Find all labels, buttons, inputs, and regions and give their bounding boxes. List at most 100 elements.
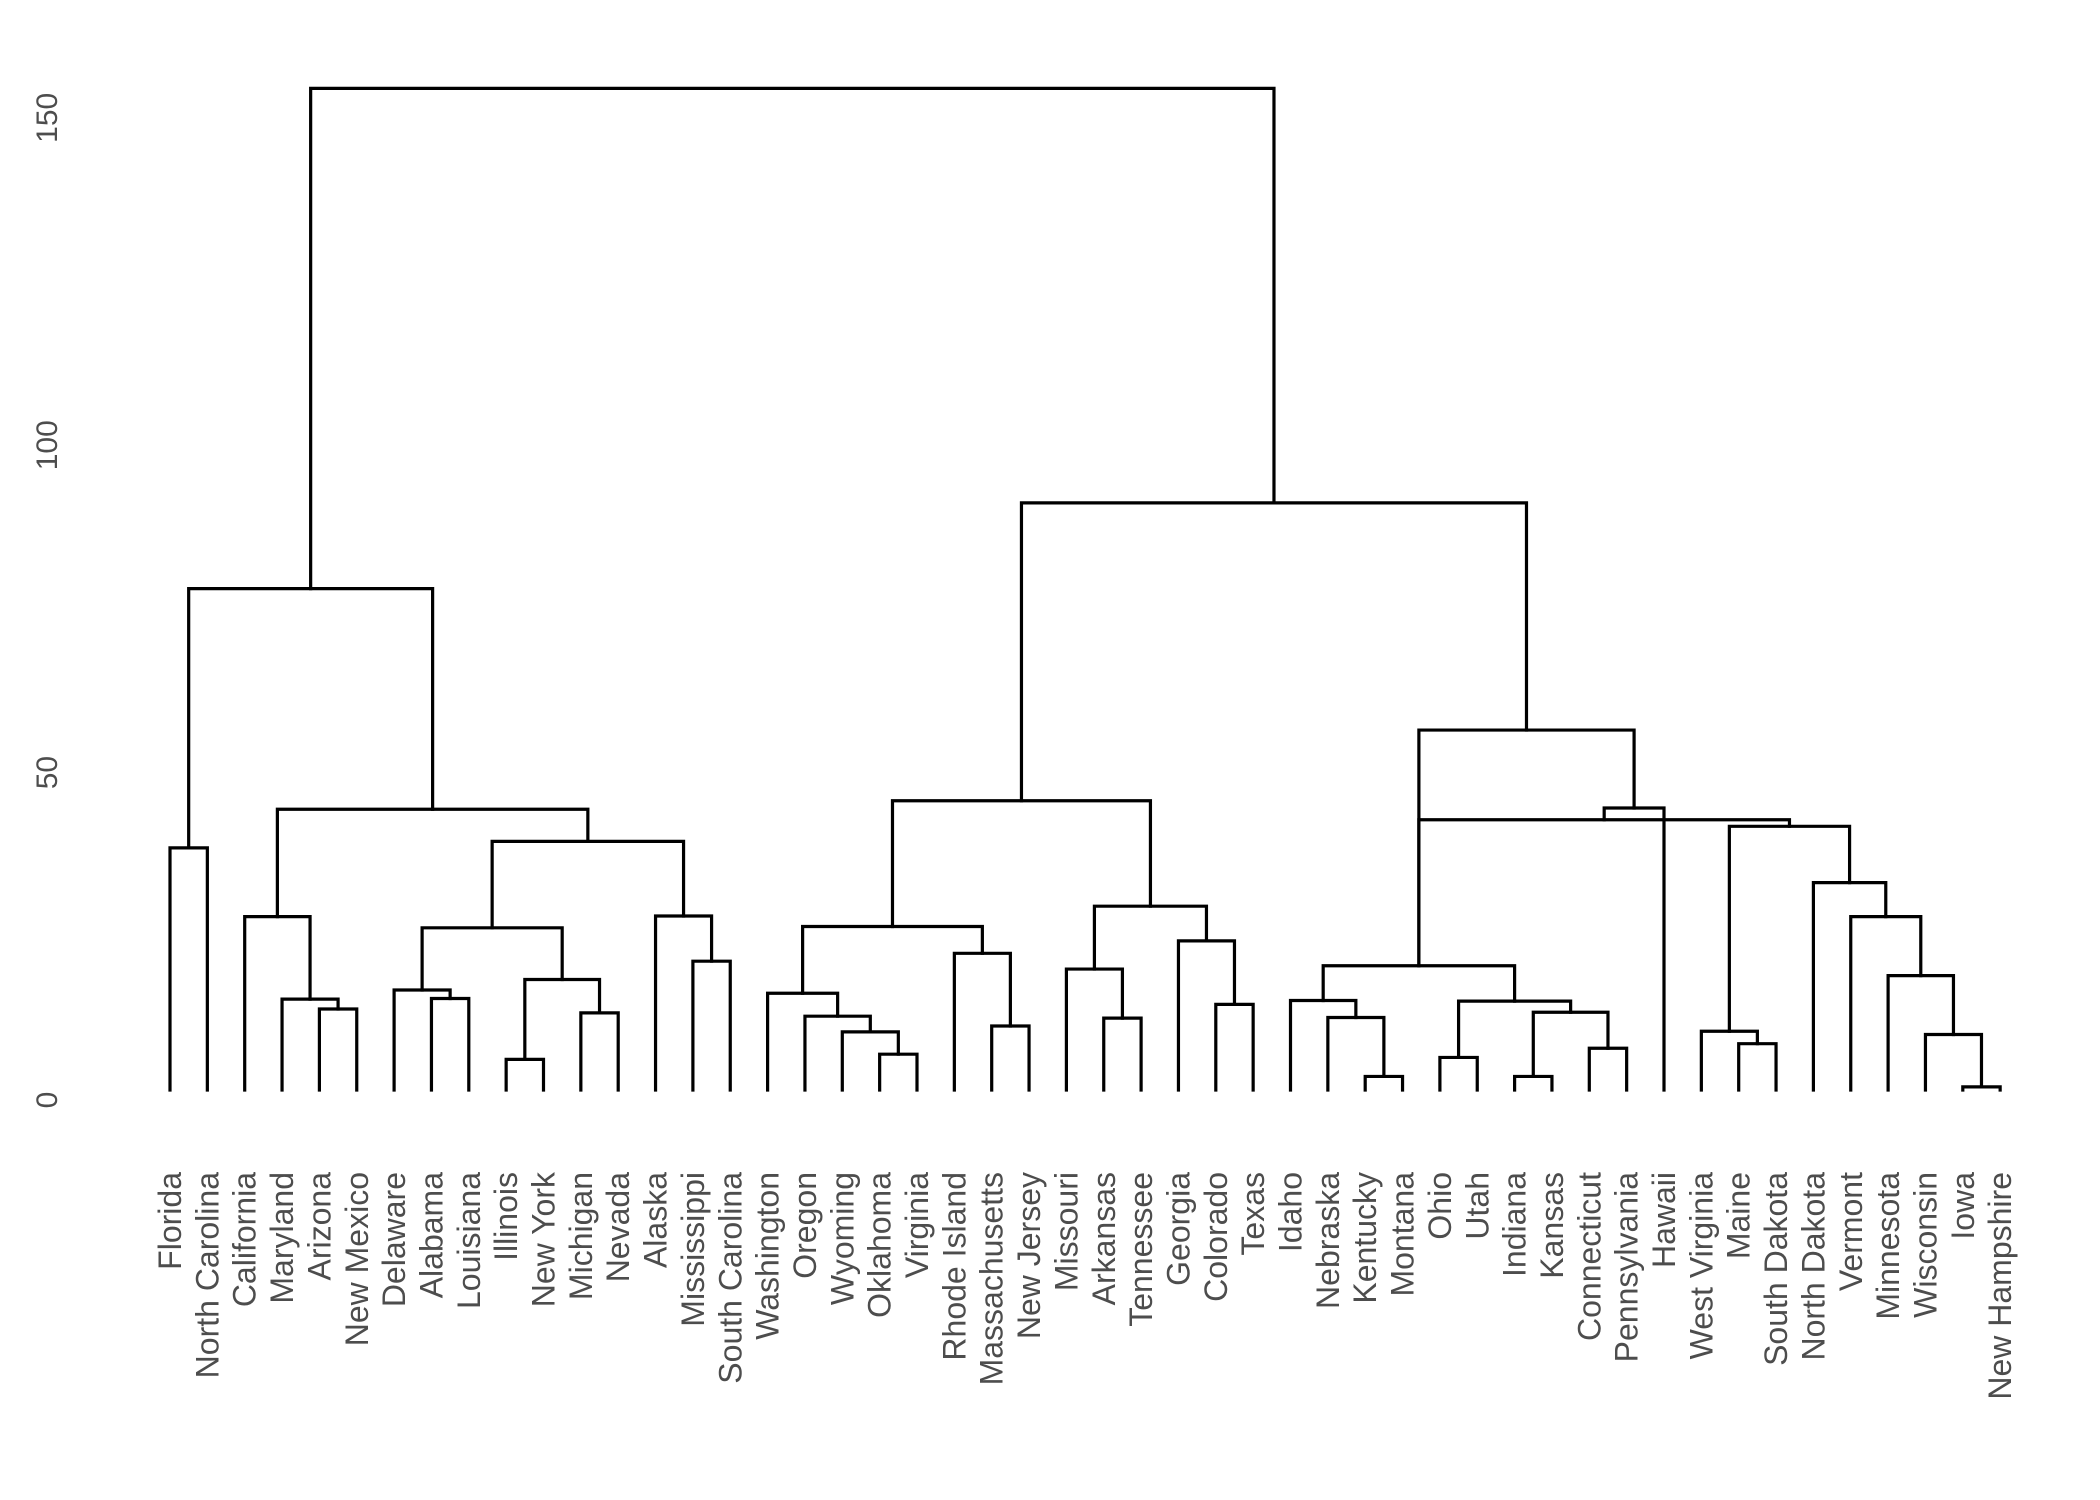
branch-m20 <box>990 1024 1031 1092</box>
branch-m16 <box>878 1052 919 1092</box>
branch-m7 <box>504 1057 546 1092</box>
leaf-labels: Florida North Carolina California Maryland A… <box>152 1171 2018 1400</box>
leaf-label: Illinois <box>488 1172 524 1261</box>
branch-m14 <box>275 807 590 919</box>
leaf-label: Arkansas <box>1086 1172 1122 1305</box>
branch-m30 <box>1326 1015 1386 1092</box>
branch-m17 <box>840 1030 900 1092</box>
leaf-label: Tennessee <box>1123 1172 1159 1327</box>
branch-m42 <box>1886 973 1956 1092</box>
branch-m23 <box>1102 1016 1143 1092</box>
dendrogram-branches <box>168 86 2002 1092</box>
leaf-label: New York <box>526 1171 562 1307</box>
branch-m5 <box>429 996 471 1092</box>
leaf-label: Hawaii <box>1646 1172 1682 1268</box>
branch-m41 <box>1923 1032 1984 1092</box>
leaf-label: South Carolina <box>712 1172 748 1384</box>
leaf-label: Georgia <box>1160 1172 1196 1286</box>
leaf-label: Massachusetts <box>974 1172 1010 1385</box>
leaf-label: North Dakota <box>1795 1172 1831 1361</box>
branch-m46 <box>1417 818 1792 968</box>
leaf-label: Nevada <box>600 1172 636 1283</box>
branch-m49 <box>1019 501 1529 803</box>
branch-m2 <box>317 1007 359 1092</box>
branch-m34 <box>1587 1046 1629 1092</box>
branch-m31 <box>1288 998 1358 1092</box>
branch-m8 <box>579 1011 620 1092</box>
leaf-label: Pennsylvania <box>1609 1172 1645 1363</box>
leaf-label: Minnesota <box>1870 1172 1906 1320</box>
leaf-label: Kentucky <box>1347 1172 1383 1304</box>
branch-m24 <box>1064 967 1125 1092</box>
y-tick-label: 50 <box>31 756 64 789</box>
leaf-label: Colorado <box>1198 1172 1234 1302</box>
leaf-label: Michigan <box>563 1172 599 1300</box>
leaf-label: Utah <box>1459 1172 1495 1240</box>
branch-m32 <box>1438 1055 1479 1092</box>
leaf-label: New Jersey <box>1011 1172 1047 1339</box>
branch-m4 <box>243 915 312 1092</box>
branch-m37 <box>1321 964 1517 1003</box>
leaf-label: Texas <box>1235 1172 1271 1256</box>
branch-m6 <box>392 988 452 1092</box>
leaf-label: Vermont <box>1833 1172 1869 1291</box>
leaf-label: Washington <box>750 1172 786 1340</box>
leaf-label: Maryland <box>264 1172 300 1304</box>
branch-m12 <box>653 914 714 1092</box>
leaf-label: Maine <box>1721 1172 1757 1259</box>
y-tick-label: 0 <box>31 1092 64 1109</box>
leaf-label: Ohio <box>1422 1172 1458 1240</box>
leaf-label: New Hampshire <box>1982 1172 2018 1400</box>
leaf-label: Wisconsin <box>1907 1172 1943 1318</box>
leaf-label: Indiana <box>1497 1172 1533 1277</box>
branch-m11 <box>691 959 732 1092</box>
y-tick-label: 100 <box>31 420 64 470</box>
leaf-label: Florida <box>152 1172 188 1270</box>
leaf-label: Rhode Island <box>936 1172 972 1361</box>
leaf-label: Alaska <box>638 1172 674 1268</box>
leaf-label: Missouri <box>1048 1172 1084 1291</box>
branch-m35 <box>1531 1010 1610 1079</box>
branch-m38 <box>1737 1042 1778 1092</box>
leaf-label: Kansas <box>1534 1172 1570 1279</box>
leaf-label: New Mexico <box>339 1172 375 1346</box>
branch-m3 <box>280 997 340 1092</box>
branch-m39 <box>1699 1029 1759 1092</box>
branch-m33 <box>1513 1074 1554 1092</box>
y-tick-label: 150 <box>31 93 64 143</box>
branch-m1 <box>168 846 209 1092</box>
leaf-label: Iowa <box>1945 1172 1981 1240</box>
branch-m19 <box>766 991 840 1092</box>
branch-m36 <box>1456 999 1573 1060</box>
leaf-label: Idaho <box>1273 1172 1309 1252</box>
leaf-label: Alabama <box>413 1172 449 1299</box>
leaf-label: Montana <box>1385 1172 1421 1297</box>
branch-m45 <box>1727 824 1852 1033</box>
branch-m9 <box>523 977 602 1061</box>
leaf-label: Nebraska <box>1310 1172 1346 1309</box>
branch-m21 <box>952 951 1012 1092</box>
branch-m25 <box>1214 1002 1255 1092</box>
branch-m27 <box>1092 904 1209 971</box>
leaf-label: Oregon <box>787 1172 823 1279</box>
leaf-label: Delaware <box>376 1172 412 1307</box>
leaf-label: South Dakota <box>1758 1172 1794 1366</box>
leaf-label: Virginia <box>899 1172 935 1278</box>
leaf-label: North Carolina <box>189 1172 225 1379</box>
branch-m48 <box>1417 728 1636 968</box>
leaf-label: Louisiana <box>451 1172 487 1309</box>
leaf-label: Mississippi <box>675 1172 711 1327</box>
y-axis: 0 50 100 150 <box>31 93 64 1109</box>
leaf-label: California <box>227 1172 263 1307</box>
leaf-label: West Virginia <box>1683 1172 1719 1360</box>
branch-m43 <box>1849 915 1923 1092</box>
branch-m29 <box>1363 1074 1405 1092</box>
leaf-label: Oklahoma <box>862 1172 898 1318</box>
branch-m18 <box>803 1014 872 1092</box>
branch-m26 <box>1176 939 1237 1092</box>
leaf-label: Connecticut <box>1571 1172 1607 1341</box>
branch-m50 <box>309 86 1276 591</box>
leaf-label: Wyoming <box>824 1172 860 1305</box>
leaf-label: Arizona <box>301 1172 337 1281</box>
